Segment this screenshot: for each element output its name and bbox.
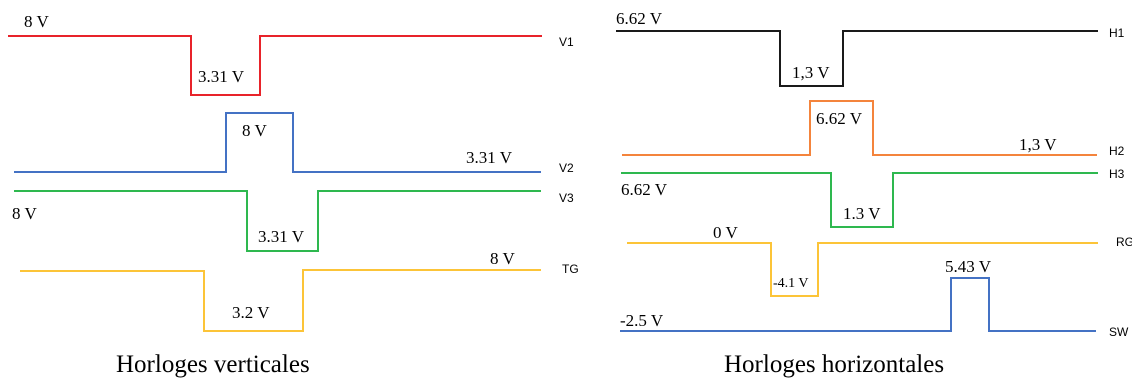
v1-waveform bbox=[8, 35, 542, 96]
rg-waveform bbox=[627, 242, 1098, 297]
v2-waveform bbox=[14, 112, 541, 173]
h1-low-value: 1,3 V bbox=[792, 63, 830, 82]
v2-high-value: 8 V bbox=[242, 121, 267, 140]
sw-high-value: 5.43 V bbox=[945, 257, 992, 276]
v3-waveform bbox=[14, 190, 541, 252]
rg-low-value: -4.1 V bbox=[773, 276, 809, 291]
h3-high-value: 6.62 V bbox=[621, 180, 668, 199]
horizontal-clocks-panel: 6.62 V 1,3 V H1 6.62 V 1,3 V H2 6.62 V 1… bbox=[616, 9, 1132, 378]
v2-low-value: 3.31 V bbox=[466, 148, 513, 167]
sw-signal-name: SW bbox=[1109, 325, 1129, 339]
rg-high-value: 0 V bbox=[713, 223, 738, 242]
h2-low-value: 1,3 V bbox=[1019, 135, 1057, 154]
h2-waveform bbox=[622, 100, 1097, 156]
vertical-clocks-panel: 8 V 3.31 V V1 8 V 3.31 V V2 8 V 3.31 V V… bbox=[8, 12, 579, 378]
v1-low-value: 3.31 V bbox=[198, 67, 245, 86]
v3-high-value: 8 V bbox=[12, 204, 37, 223]
h3-waveform bbox=[621, 172, 1098, 228]
tg-waveform bbox=[20, 269, 541, 332]
sw-low-value: -2.5 V bbox=[620, 311, 664, 330]
h2-high-value: 6.62 V bbox=[816, 109, 863, 128]
horizontal-clocks-caption: Horloges horizontales bbox=[724, 351, 944, 378]
sw-waveform bbox=[620, 277, 1096, 332]
v2-signal-name: V2 bbox=[559, 161, 574, 175]
rg-signal-name: RG bbox=[1116, 235, 1132, 249]
h2-signal-name: H2 bbox=[1109, 144, 1125, 158]
v1-high-value: 8 V bbox=[24, 12, 49, 31]
h1-signal-name: H1 bbox=[1109, 26, 1125, 40]
v3-low-value: 3.31 V bbox=[258, 227, 305, 246]
vertical-clocks-caption: Horloges verticales bbox=[116, 351, 310, 378]
tg-signal-name: TG bbox=[562, 262, 579, 276]
v1-signal-name: V1 bbox=[559, 35, 574, 49]
tg-low-value: 3.2 V bbox=[232, 303, 270, 322]
h3-low-value: 1.3 V bbox=[843, 204, 881, 223]
h1-high-value: 6.62 V bbox=[616, 9, 663, 28]
v3-signal-name: V3 bbox=[559, 191, 574, 205]
h1-waveform bbox=[616, 30, 1098, 87]
tg-high-value: 8 V bbox=[490, 249, 515, 268]
h3-signal-name: H3 bbox=[1109, 167, 1125, 181]
